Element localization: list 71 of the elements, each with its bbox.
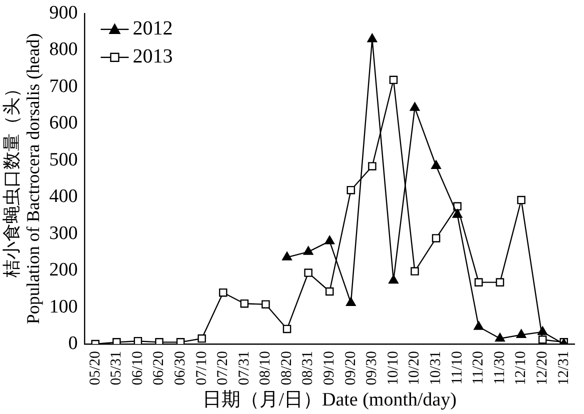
x-tick-label: 08/31 [300, 351, 316, 386]
point [325, 287, 334, 296]
x-tick-label: 07/31 [236, 351, 252, 386]
point [346, 297, 356, 306]
point [176, 338, 185, 344]
point [155, 338, 164, 344]
y-tick-label: 900 [49, 2, 78, 24]
point [410, 267, 419, 276]
point [538, 326, 548, 336]
x-tick-label: 12/10 [513, 351, 530, 386]
y-tick-label: 800 [49, 39, 78, 60]
y-tick-label: 300 [49, 222, 78, 244]
point [452, 209, 462, 218]
x-tick-label: 10/31 [428, 351, 444, 386]
x-tick-label: 12/31 [556, 351, 572, 386]
y-tick-label: 0 [68, 333, 78, 354]
x-tick-label: 11/30 [492, 351, 508, 385]
point [495, 332, 505, 342]
y-tick-label: 700 [49, 76, 78, 97]
point [282, 252, 292, 260]
point [474, 321, 484, 330]
point [367, 34, 378, 42]
x-tick-label: 11/20 [470, 351, 487, 385]
x-tick-label: 10/20 [406, 351, 423, 386]
legend-label: 2012 [132, 18, 173, 40]
x-tick-label: 07/20 [215, 351, 232, 386]
x-tick-label: 09/10 [322, 351, 338, 386]
point [432, 234, 440, 242]
x-tick-label: 12/20 [534, 351, 551, 386]
point [262, 300, 270, 308]
point [218, 288, 228, 297]
legend-label: 2013 [132, 46, 173, 68]
point [453, 202, 462, 210]
point [474, 278, 483, 286]
x-tick-label: 11/10 [449, 351, 466, 385]
y-tick-label: 400 [49, 186, 78, 208]
point [389, 76, 398, 84]
y-tick-label: 200 [49, 260, 78, 281]
point [304, 268, 312, 277]
x-axis-title: 日期（月/日）Date (month/day) [202, 390, 457, 411]
x-tick-label: 05/20 [87, 351, 104, 386]
point [538, 335, 547, 344]
point [388, 274, 398, 284]
point [198, 334, 206, 343]
point [368, 162, 376, 170]
y-tick-label: 600 [49, 112, 78, 134]
x-tick-label: 08/20 [278, 351, 295, 386]
point [240, 299, 249, 308]
y-axis-title: 桔小食蝇虫口数量（头） Population of Bactrocera dorsalis (head) [2, 33, 44, 324]
point [282, 324, 292, 334]
x-tick-label: 10/10 [385, 351, 402, 386]
point [410, 102, 420, 111]
point [431, 160, 442, 169]
x-tick-label: 06/30 [172, 351, 188, 386]
x-tick-label: 06/10 [130, 351, 146, 386]
x-tick-label: 05/31 [108, 351, 125, 386]
point [324, 236, 335, 244]
x-tick-label: 09/20 [342, 351, 359, 386]
point [496, 278, 504, 286]
point [112, 338, 121, 344]
x-tick-label: 08/10 [258, 351, 274, 386]
x-tick-label: 09/30 [364, 351, 380, 386]
point [517, 196, 526, 204]
x-tick-label: 06/20 [151, 351, 168, 386]
point [346, 186, 356, 194]
point [134, 336, 142, 344]
point [516, 329, 526, 338]
y-tick-label: 100 [49, 296, 78, 318]
x-tick-label: 07/10 [194, 351, 210, 386]
point [303, 246, 314, 255]
y-tick-label: 500 [49, 149, 78, 170]
